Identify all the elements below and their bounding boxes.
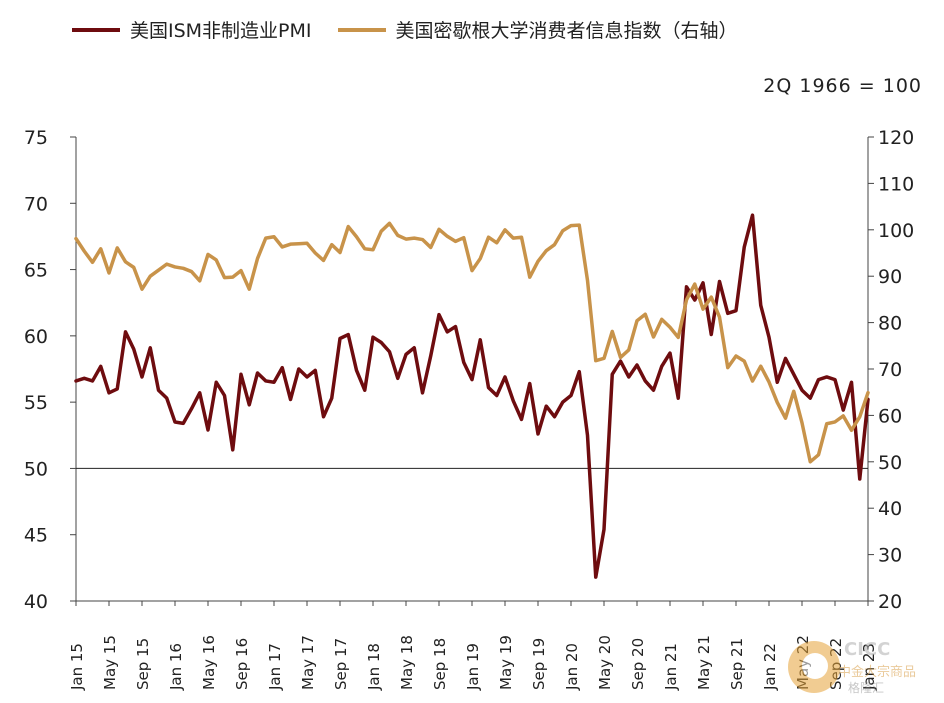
x-axis-tick-label: Sep 22: [827, 638, 845, 690]
legend-swatch-ism-pmi: [72, 27, 120, 32]
left-axis-tick-label: 50: [24, 458, 48, 480]
right-axis-tick-label: 120: [878, 127, 914, 149]
x-axis-tick-label: Jan 19: [464, 643, 482, 691]
x-axis-tick-label: Jan 17: [266, 643, 284, 691]
x-axis-tick-label: Sep 19: [530, 638, 548, 690]
x-axis-tick-label: May 18: [398, 635, 416, 690]
legend-item-michigan-sentiment: 美国密歇根大学消费者信息指数（右轴）: [337, 16, 738, 43]
x-axis-tick-label: Jan 23: [860, 643, 878, 691]
x-axis-tick-label: Sep 18: [431, 638, 449, 690]
right-axis-tick-label: 60: [878, 405, 902, 427]
x-axis-tick-label: May 20: [596, 635, 614, 690]
right-axis-tick-label: 20: [878, 591, 902, 613]
x-axis-tick-label: Jan 16: [167, 643, 185, 691]
x-axis-tick-label: Sep 21: [728, 638, 746, 690]
x-axis-tick-label: Jan 20: [563, 643, 581, 691]
legend-item-ism-pmi: 美国ISM非制造业PMI: [72, 16, 312, 43]
chart-legend: 美国ISM非制造业PMI 美国密歇根大学消费者信息指数（右轴）: [72, 16, 764, 43]
x-axis-tick-label: May 16: [200, 635, 218, 690]
left-axis-tick-label: 45: [24, 525, 48, 547]
left-axis-tick-label: 65: [24, 260, 48, 282]
x-axis-tick-label: Sep 16: [233, 638, 251, 690]
right-axis-tick-label: 80: [878, 313, 902, 335]
legend-label-ism-pmi: 美国ISM非制造业PMI: [130, 20, 312, 42]
left-axis-tick-label: 60: [24, 326, 48, 348]
x-axis-tick-label: Jan 18: [365, 643, 383, 691]
chart-axes: 40 45 50 55 60 65 70 75 20 30 40 50 60 70 80 90 100 110 12…: [24, 127, 914, 613]
x-axis-tick-label: Sep 15: [134, 638, 152, 690]
left-axis-tick-label: 75: [24, 127, 48, 149]
right-axis-tick-label: 40: [878, 498, 902, 520]
right-axis-unit-note: 2Q 1966 = 100: [763, 75, 922, 97]
series-line-michigan-sentiment: [74, 221, 870, 464]
right-axis-tick-label: 30: [878, 545, 902, 567]
x-axis-tick-label: Jan 15: [68, 643, 86, 691]
x-axis-ticks: Jan 15 May 15 Sep 15 Jan 16 May 16 Sep 16 Jan …: [68, 601, 878, 691]
left-axis-tick-label: 40: [24, 591, 48, 613]
x-axis-tick-label: May 22: [794, 635, 812, 690]
x-axis-tick-label: May 19: [497, 635, 515, 690]
legend-swatch-michigan-sentiment: [337, 27, 386, 32]
right-axis-tick-label: 110: [878, 173, 914, 195]
x-axis-tick-label: May 15: [101, 635, 119, 690]
legend-label-michigan-sentiment: 美国密歇根大学消费者信息指数（右轴）: [395, 20, 738, 42]
chart-series: [74, 213, 870, 579]
x-axis-tick-label: Jan 22: [761, 643, 779, 691]
right-axis-tick-label: 90: [878, 266, 902, 288]
x-axis-tick-label: Sep 20: [629, 638, 647, 690]
series-line-ism-pmi: [74, 213, 870, 579]
right-axis-tick-label: 50: [878, 452, 902, 474]
x-axis-tick-label: Jan 21: [662, 643, 680, 691]
left-axis-tick-label: 70: [24, 193, 48, 215]
x-axis-tick-label: May 21: [695, 635, 713, 690]
x-axis-tick-label: Sep 17: [332, 638, 350, 690]
right-axis-tick-label: 100: [878, 220, 914, 242]
x-axis-tick-label: May 17: [299, 635, 317, 690]
right-axis-tick-label: 70: [878, 359, 902, 381]
left-axis-tick-label: 55: [24, 392, 48, 414]
